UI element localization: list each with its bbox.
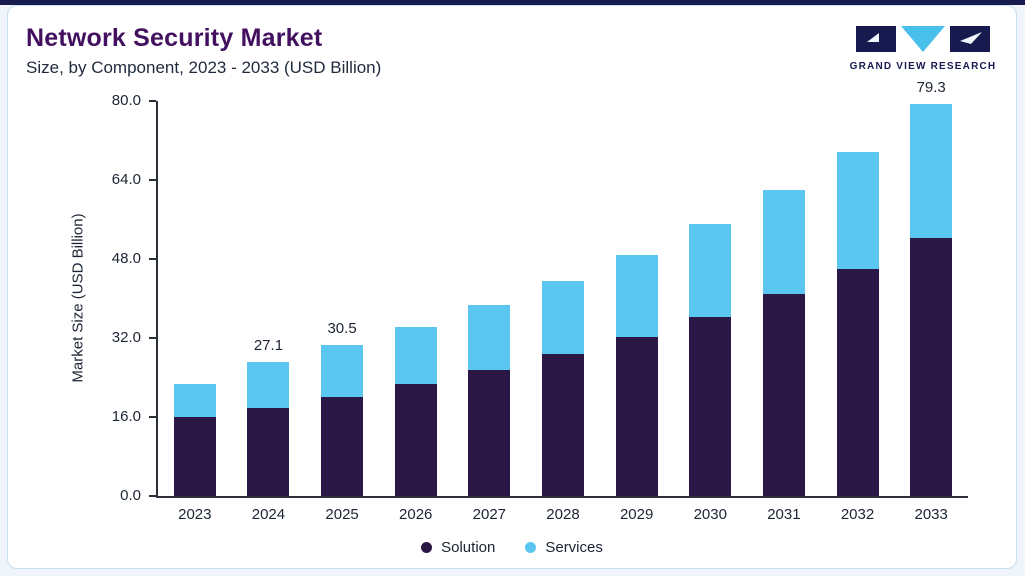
x-tick-label: 2025 — [325, 506, 359, 523]
bar-segment-solution-2029 — [615, 336, 658, 496]
grand-view-research-logo-icon — [856, 26, 990, 52]
brand-name: GRAND VIEW RESEARCH — [849, 61, 997, 72]
y-tick-mark — [149, 416, 156, 418]
page-title: Network Security Market — [26, 24, 323, 52]
plot-area: 0.0 16.0 32.0 48.0 64.0 80.0 2023 27.1 2024 30.5 2… — [112, 79, 968, 523]
bar-segment-solution-2026 — [394, 384, 437, 496]
bar-segment-solution-2030 — [689, 316, 732, 496]
bar-segment-services-2027 — [468, 305, 511, 371]
y-tick-mark — [149, 337, 156, 339]
x-tick-label: 2024 — [251, 506, 286, 523]
bar-segment-solution-2027 — [468, 370, 511, 496]
bar-segment-services-2032 — [836, 151, 879, 269]
y-tick-mark — [149, 100, 156, 102]
x-tick-label: 2028 — [546, 506, 580, 523]
legend: Solution Services — [8, 539, 1016, 556]
bar-segment-services-2031 — [762, 190, 805, 295]
x-tick-label: 2032 — [840, 506, 875, 523]
x-tick-label: 2027 — [472, 506, 507, 523]
y-tick-mark — [149, 495, 156, 497]
legend-label: Solution — [441, 539, 496, 556]
bar-segment-services-2026 — [394, 326, 437, 385]
legend-item-solution: Solution — [421, 539, 495, 556]
bar-segment-services-2030 — [689, 224, 732, 317]
y-tick-label: 16.0 — [111, 408, 141, 425]
x-tick-label: 2023 — [178, 506, 212, 523]
x-tick-label: 2026 — [399, 506, 433, 523]
bar-total-label: 79.3 — [916, 79, 946, 97]
y-tick-mark — [149, 258, 156, 260]
y-tick-label: 32.0 — [111, 329, 141, 346]
y-axis-title: Market Size (USD Billion) — [69, 213, 87, 383]
bar-segment-solution-2028 — [542, 354, 584, 496]
bar-segment-solution-2031 — [762, 294, 805, 496]
bar-segment-services-2029 — [615, 254, 658, 337]
top-accent-bar — [0, 0, 1025, 5]
x-tick-label: 2029 — [619, 506, 654, 523]
legend-swatch-solution — [421, 542, 433, 553]
bar-segment-solution-2025 — [321, 396, 364, 496]
page-subtitle: Size, by Component, 2023 - 2033 (USD Bil… — [26, 58, 382, 77]
bar-segment-services-2023 — [173, 384, 216, 417]
bar-segment-solution-2032 — [836, 268, 879, 496]
x-tick-label: 2031 — [767, 506, 801, 523]
bar-segment-services-2024 — [247, 362, 290, 408]
y-tick-label: 80.0 — [111, 92, 141, 109]
stacked-bar-chart: Market Size (USD Billion) 0.0 16.0 32.0 48.… — [8, 6, 1016, 568]
legend-swatch-services — [525, 542, 537, 553]
bar-total-label: 30.5 — [327, 320, 357, 338]
bar-segment-solution-2033 — [910, 237, 953, 496]
bar-total-label: 27.1 — [253, 337, 284, 355]
x-tick-label: 2033 — [914, 506, 948, 523]
legend-item-services: Services — [525, 539, 603, 556]
y-tick-mark — [149, 179, 156, 181]
y-tick-label: 48.0 — [111, 250, 141, 267]
bar-segment-services-2025 — [321, 345, 364, 397]
brand-logo: GRAND VIEW RESEARCH — [848, 26, 998, 72]
y-tick-label: 64.0 — [111, 171, 141, 188]
chart-card: Network Security Market Size, by Compone… — [7, 5, 1017, 569]
y-tick-label: 0.0 — [120, 487, 141, 504]
x-tick-label: 2030 — [693, 506, 727, 523]
bar-segment-services-2028 — [542, 281, 584, 355]
bar-segment-solution-2023 — [173, 417, 216, 496]
legend-label: Services — [545, 539, 603, 556]
bar-segment-services-2033 — [910, 104, 953, 238]
bar-segment-solution-2024 — [247, 407, 290, 496]
